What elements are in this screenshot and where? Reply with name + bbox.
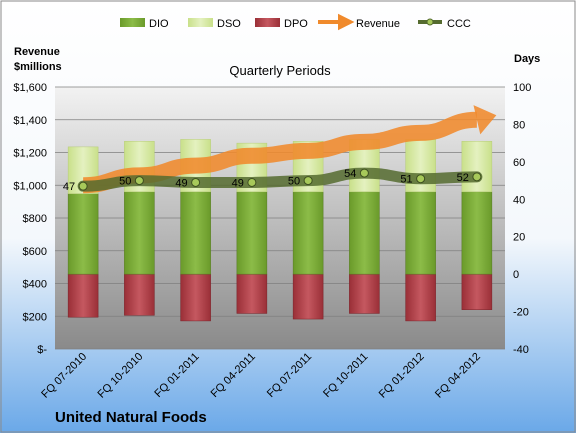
ccc-point bbox=[78, 181, 88, 191]
bar-dio bbox=[292, 191, 324, 275]
bar-dpo bbox=[405, 273, 436, 322]
bar-dio bbox=[405, 191, 436, 275]
ccc-data-label: 47 bbox=[63, 181, 75, 193]
legend-swatch-revenue bbox=[318, 13, 355, 31]
ccc-line bbox=[77, 167, 483, 192]
left-axis-ticks: $- $200 $400 $600 $800 $1,000 $1,200 $1,400 $1,6… bbox=[13, 82, 47, 356]
right-tick-label: 60 bbox=[513, 157, 525, 169]
ccc-point bbox=[191, 177, 201, 187]
ccc-data-label: 50 bbox=[119, 176, 131, 188]
bar-dpo bbox=[236, 273, 268, 314]
ccc-point bbox=[303, 176, 313, 186]
bar-dpo bbox=[124, 273, 155, 316]
legend-label-dpo: DPO bbox=[284, 18, 308, 30]
ccc-series: 47 50 49 49 50 54 51 52 bbox=[63, 167, 483, 193]
ccc-point bbox=[416, 174, 426, 184]
bar-dio bbox=[236, 191, 268, 275]
left-tick-label: $600 bbox=[23, 246, 47, 258]
bar-dso bbox=[461, 141, 493, 193]
company-name: United Natural Foods bbox=[55, 409, 207, 426]
legend: DIO DSO DPO Revenue CCC bbox=[120, 13, 471, 31]
left-tick-label: $200 bbox=[23, 311, 47, 323]
legend-label-dso: DSO bbox=[217, 18, 241, 30]
right-tick-label: 0 bbox=[513, 269, 519, 281]
left-tick-label: $800 bbox=[23, 213, 47, 225]
bar-dpo bbox=[67, 273, 99, 318]
ccc-point bbox=[359, 168, 369, 178]
left-axis-label-line1: Revenue bbox=[14, 46, 60, 58]
chart-subtitle: Quarterly Periods bbox=[229, 63, 331, 78]
right-tick-label: -20 bbox=[513, 307, 529, 319]
ccc-data-label: 50 bbox=[288, 176, 300, 188]
left-tick-label: $- bbox=[37, 344, 47, 356]
bar-dio bbox=[124, 191, 155, 275]
right-tick-label: 100 bbox=[513, 82, 531, 94]
bar-dpo bbox=[180, 273, 211, 322]
ccc-point bbox=[134, 176, 144, 186]
ccc-data-label: 49 bbox=[175, 177, 187, 189]
right-axis-label: Days bbox=[514, 53, 540, 65]
left-tick-label: $1,000 bbox=[13, 180, 47, 192]
bar-dio bbox=[180, 191, 211, 275]
legend-label-ccc: CCC bbox=[447, 18, 471, 30]
bar-dio bbox=[349, 191, 380, 275]
legend-swatch-dpo bbox=[255, 18, 280, 27]
legend-swatch-dso bbox=[188, 18, 213, 27]
legend-swatch-ccc-marker bbox=[426, 18, 434, 26]
ccc-data-label: 52 bbox=[457, 172, 469, 184]
left-tick-label: $1,400 bbox=[13, 115, 47, 127]
ccc-point bbox=[472, 172, 482, 182]
right-tick-label: -40 bbox=[513, 344, 529, 356]
left-tick-label: $1,600 bbox=[13, 82, 47, 94]
bar-dpo bbox=[461, 273, 493, 310]
ccc-point bbox=[247, 177, 257, 187]
right-axis-ticks: -40 -20 0 20 40 60 80 100 bbox=[513, 82, 531, 356]
legend-label-revenue: Revenue bbox=[356, 18, 400, 30]
ccc-data-label: 49 bbox=[232, 177, 244, 189]
bar-dpo bbox=[349, 273, 380, 314]
ccc-data-label: 54 bbox=[344, 168, 356, 180]
legend-swatch-dio bbox=[120, 18, 145, 27]
ccc-data-label: 51 bbox=[400, 174, 412, 186]
left-tick-label: $1,200 bbox=[13, 148, 47, 160]
revenue-arrowhead bbox=[473, 105, 497, 135]
right-tick-label: 40 bbox=[513, 194, 525, 206]
right-tick-label: 80 bbox=[513, 119, 525, 131]
bar-dio bbox=[461, 191, 493, 275]
bar-dio bbox=[67, 193, 99, 275]
left-axis-label-line2: $millions bbox=[14, 61, 62, 73]
right-tick-label: 20 bbox=[513, 232, 525, 244]
left-tick-label: $400 bbox=[23, 279, 47, 291]
legend-label-dio: DIO bbox=[149, 18, 169, 30]
bar-dpo bbox=[292, 273, 324, 320]
